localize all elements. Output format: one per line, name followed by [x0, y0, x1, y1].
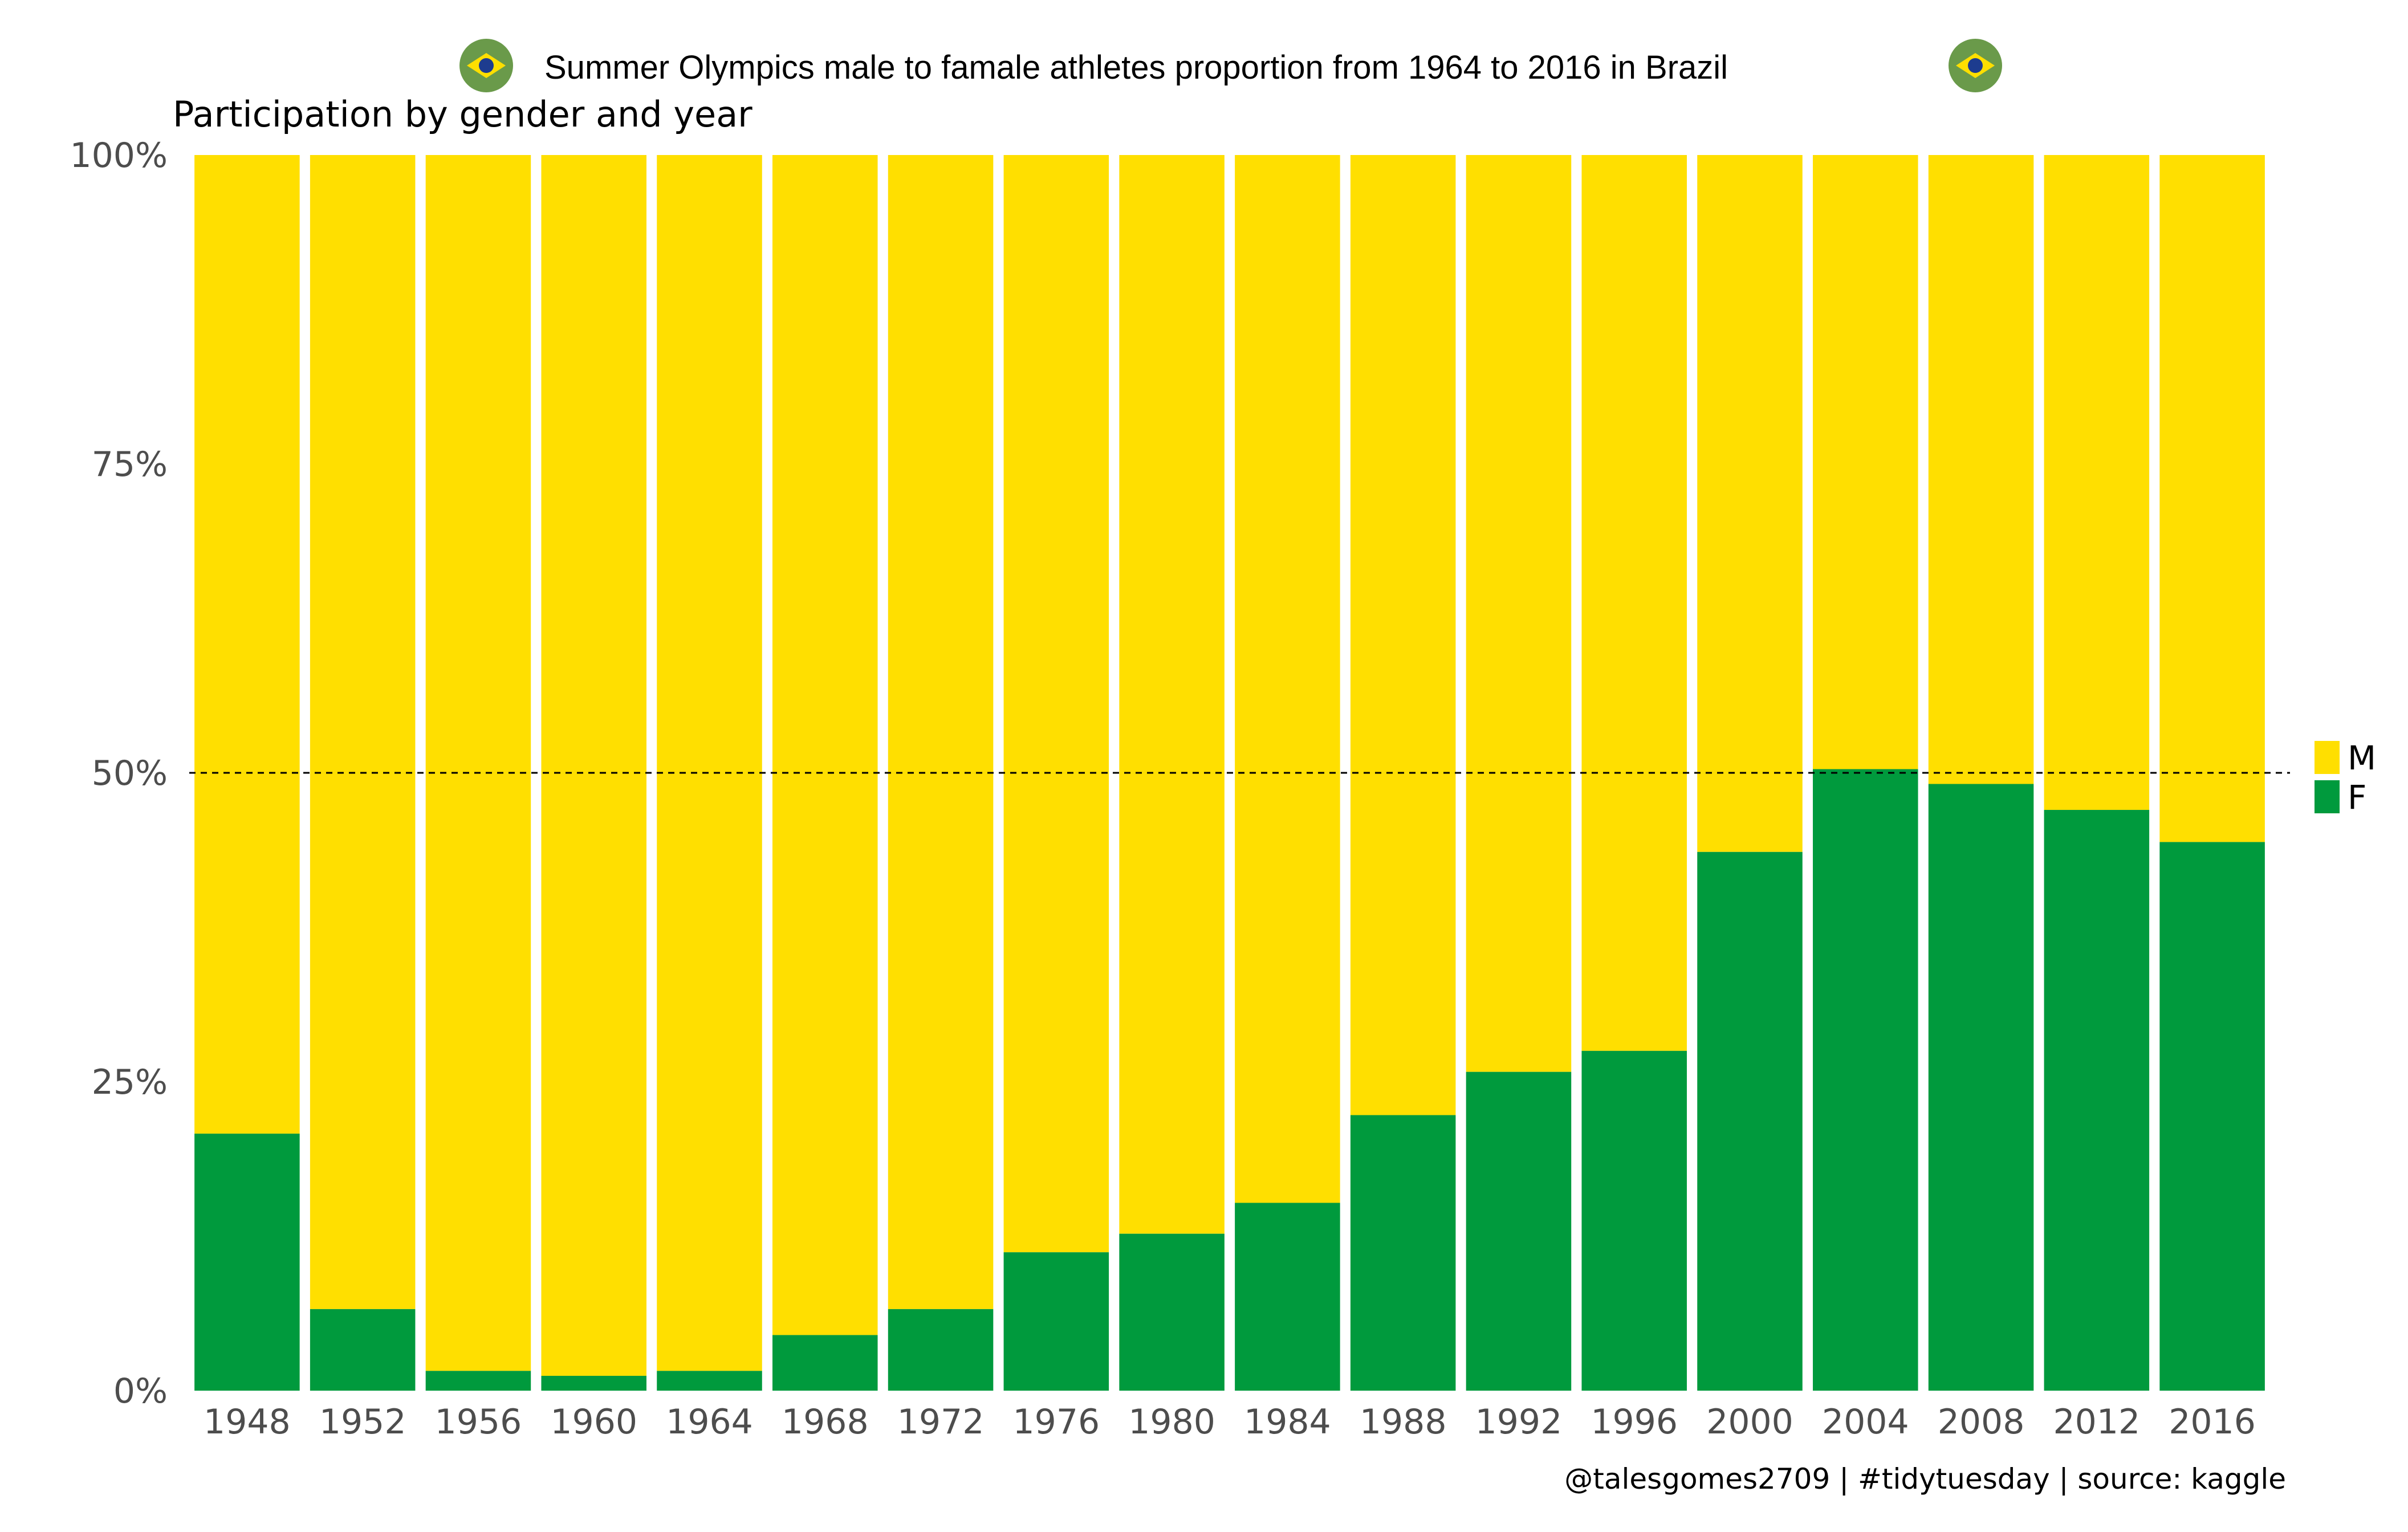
- legend-swatch-f: [2315, 780, 2340, 813]
- y-tick-label: 0%: [113, 1371, 168, 1411]
- bar-m-1960: [541, 155, 646, 1376]
- y-tick-label: 100%: [70, 136, 168, 176]
- bar-m-2012: [2044, 155, 2150, 810]
- bar-f-1956: [425, 1371, 531, 1391]
- bar-f-1988: [1350, 1115, 1456, 1391]
- x-axis: 1948 1952 1956 1960 1964 1968 1972 1976 1980 1984…: [204, 1402, 2256, 1442]
- brazil-flag-icon-right: [1949, 39, 2002, 92]
- bar-f-1948: [194, 1134, 300, 1391]
- y-tick-label: 25%: [92, 1062, 168, 1102]
- x-tick-label: 1956: [435, 1402, 522, 1442]
- bar-f-1960: [541, 1375, 646, 1391]
- bar-f-2000: [1697, 851, 1803, 1391]
- y-tick-label: 75%: [92, 445, 168, 484]
- bar-m-2008: [1928, 155, 2034, 784]
- bar-m-2000: [1697, 155, 1803, 852]
- bar-m-1972: [888, 155, 994, 1309]
- legend-label-m: M: [2348, 739, 2376, 777]
- bar-m-1988: [1350, 155, 1456, 1115]
- bar-m-1948: [194, 155, 300, 1134]
- x-tick-label: 2016: [2169, 1402, 2256, 1442]
- bar-m-1952: [310, 155, 416, 1309]
- bar-f-1968: [772, 1335, 878, 1391]
- y-axis: 0% 25% 50% 75% 100%: [70, 136, 168, 1411]
- bar-m-1976: [1003, 155, 1109, 1253]
- legend: MF: [2315, 739, 2376, 817]
- bar-m-1956: [425, 155, 531, 1371]
- bars: [194, 155, 2265, 1391]
- bar-m-1964: [657, 155, 762, 1371]
- x-tick-label: 1996: [1591, 1402, 1678, 1442]
- y-tick-label: 50%: [92, 753, 168, 793]
- chart-title: Summer Olympics male to famale athletes …: [544, 49, 1728, 86]
- bar-f-2012: [2044, 810, 2150, 1391]
- x-tick-label: 2012: [2053, 1402, 2140, 1442]
- x-tick-label: 1980: [1128, 1402, 1215, 1442]
- x-tick-label: 1948: [204, 1402, 291, 1442]
- bar-f-1972: [888, 1309, 994, 1391]
- caption: @talesgomes2709 | #tidytuesday | source:…: [1564, 1462, 2286, 1496]
- bar-m-1980: [1119, 155, 1225, 1234]
- x-tick-label: 1972: [897, 1402, 985, 1442]
- x-tick-label: 2004: [1822, 1402, 1909, 1442]
- x-tick-label: 1992: [1475, 1402, 1563, 1442]
- bar-m-1992: [1466, 155, 1572, 1072]
- x-tick-label: 1960: [550, 1402, 637, 1442]
- brazil-flag-icon-left: [459, 39, 513, 92]
- bar-f-1992: [1466, 1071, 1572, 1391]
- bar-f-1964: [657, 1371, 762, 1391]
- bar-f-1976: [1003, 1252, 1109, 1391]
- x-tick-label: 2008: [1938, 1402, 2025, 1442]
- bar-f-2008: [1928, 784, 2034, 1391]
- header: Summer Olympics male to famale athletes …: [459, 39, 2002, 92]
- chart-subtitle: Participation by gender and year: [173, 93, 752, 135]
- flag-globe: [479, 58, 494, 73]
- x-tick-label: 1984: [1244, 1402, 1331, 1442]
- bar-f-1984: [1235, 1203, 1340, 1391]
- x-tick-label: 1968: [782, 1402, 869, 1442]
- bar-m-2004: [1813, 155, 1918, 769]
- x-tick-label: 1964: [666, 1402, 753, 1442]
- flag-globe: [1968, 58, 1983, 73]
- x-tick-label: 1988: [1360, 1402, 1447, 1442]
- x-tick-label: 1976: [1012, 1402, 1100, 1442]
- bar-f-2004: [1813, 769, 1918, 1391]
- bar-f-1980: [1119, 1233, 1225, 1391]
- bar-m-2016: [2159, 155, 2265, 842]
- x-tick-label: 2000: [1706, 1402, 1793, 1442]
- bar-f-2016: [2159, 842, 2265, 1391]
- bar-f-1952: [310, 1309, 416, 1391]
- legend-label-f: F: [2348, 778, 2366, 817]
- x-tick-label: 1952: [319, 1402, 406, 1442]
- bar-m-1968: [772, 155, 878, 1335]
- bar-m-1984: [1235, 155, 1340, 1203]
- bar-m-1996: [1581, 155, 1687, 1051]
- bar-f-1996: [1581, 1050, 1687, 1391]
- legend-swatch-m: [2315, 741, 2340, 774]
